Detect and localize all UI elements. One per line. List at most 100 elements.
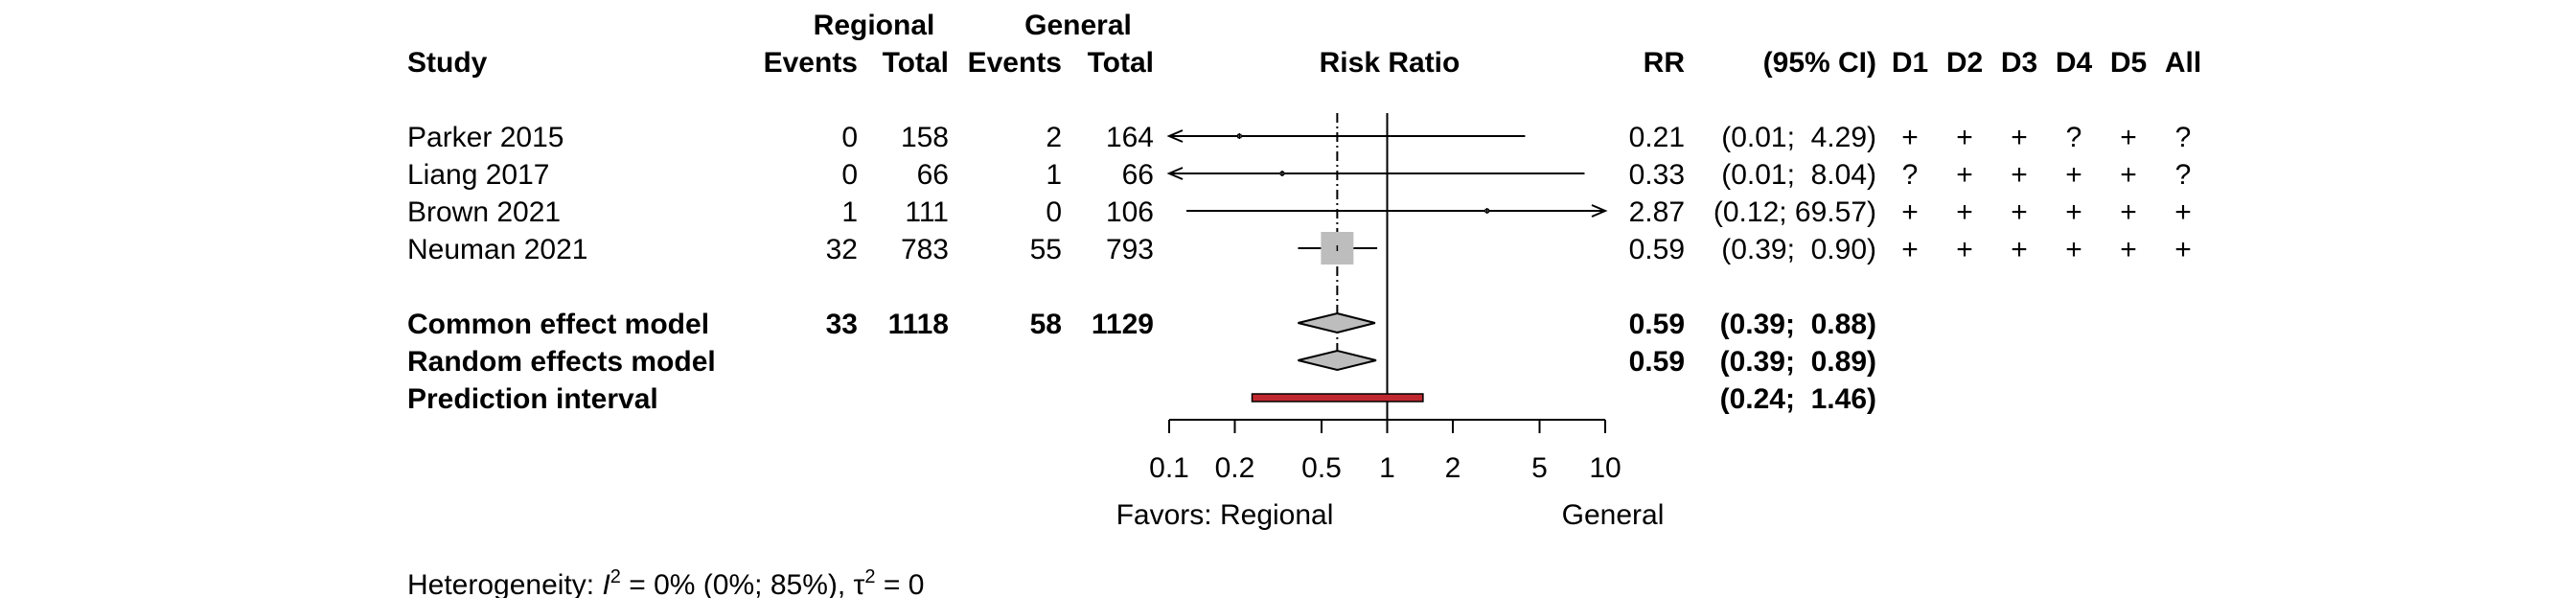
general-total: 793 (1106, 234, 1154, 265)
rr-value: 0.21 (1629, 122, 1685, 153)
rob-d5: + (2120, 122, 2137, 153)
study-name: Parker 2015 (407, 122, 564, 153)
general-events: 1 (1046, 159, 1062, 191)
rob-all: + (2174, 196, 2192, 228)
regional-total-header: Total (883, 47, 949, 79)
study-row: Brown 2021 1 111 0 106 2.87 (0.12; 69.57… (407, 196, 2192, 228)
rob-d1: + (1901, 234, 1919, 265)
forest-plot-area: 0.1 0.2 0.5 1 2 5 10 (1149, 113, 1622, 484)
x-tick-label: 0.2 (1215, 452, 1255, 484)
ci-arrow-left (1166, 167, 1184, 180)
rob-d3: + (2011, 159, 2028, 191)
x-tick-label: 5 (1531, 452, 1548, 484)
column-headers: Regional General Study Events Total Even… (407, 10, 2201, 79)
prediction-interval-bar (1251, 393, 1424, 402)
common-effect-diamond (1298, 311, 1376, 334)
tau-value: = 0 (876, 569, 925, 598)
rob-d2: + (1956, 122, 1973, 153)
regional-total: 158 (901, 122, 949, 153)
regional-total-sum: 1118 (888, 309, 949, 340)
rob-all: + (2174, 234, 2192, 265)
general-total: 164 (1106, 122, 1154, 153)
ci-value: (0.01; 4.29) (1721, 122, 1876, 153)
regional-total: 783 (901, 234, 949, 265)
ci-value: (0.39; 0.89) (1720, 346, 1876, 378)
ci-arrow-left (1166, 129, 1184, 143)
prediction-interval-row: Prediction interval (0.24; 1.46) (407, 383, 1876, 415)
ci-value: (0.39; 0.88) (1720, 309, 1876, 340)
x-tick-label: 1 (1379, 452, 1395, 484)
rob-d2: + (1956, 159, 1973, 191)
x-tick-label: 2 (1445, 452, 1461, 484)
rr-value: 0.33 (1629, 159, 1685, 191)
prediction-interval-label: Prediction interval (407, 383, 658, 415)
rob-d2: + (1956, 234, 1973, 265)
heterogeneity-prefix: Heterogeneity: (407, 569, 602, 598)
random-effects-row: Random effects model 0.59 (0.39; 0.89) (407, 346, 1876, 378)
rob-header-d1: D1 (1892, 47, 1928, 79)
ci-arrow-right (1591, 204, 1608, 218)
regional-total: 66 (917, 159, 949, 191)
general-total: 66 (1122, 159, 1154, 191)
study-column-header: Study (407, 47, 488, 79)
tau-superscript: 2 (864, 566, 875, 587)
tau-symbol: τ (854, 569, 865, 598)
study-row: Neuman 2021 32 783 55 793 0.59 (0.39; 0.… (407, 234, 2192, 265)
rob-d4: + (2065, 234, 2082, 265)
rob-d3: + (2011, 196, 2028, 228)
general-group-header: General (1024, 10, 1132, 41)
ci-column-header: (95% CI) (1763, 47, 1876, 79)
favors-right-label: General (1562, 499, 1665, 531)
regional-events-header: Events (764, 47, 858, 79)
rob-d3: + (2011, 122, 2028, 153)
rob-d1: + (1901, 196, 1919, 228)
rob-d3: + (2011, 234, 2028, 265)
ci-value: (0.01; 8.04) (1721, 159, 1876, 191)
study-row: Parker 2015 0 158 2 164 0.21 (0.01; 4.29… (407, 122, 2191, 153)
i2-value: = 0% (0%; 85%), (621, 569, 854, 598)
x-tick-label: 0.1 (1149, 452, 1189, 484)
general-events-total: 58 (1030, 309, 1062, 340)
heterogeneity-text: Heterogeneity: I2 = 0% (0%; 85%), τ2 = 0 (407, 566, 924, 598)
favors-left-label: Favors: Regional (1116, 499, 1334, 531)
general-events: 0 (1046, 196, 1062, 228)
rob-d4: + (2065, 196, 2082, 228)
ci-value: (0.39; 0.90) (1721, 234, 1876, 265)
x-tick-label: 0.5 (1301, 452, 1342, 484)
rob-header-d2: D2 (1946, 47, 1983, 79)
rob-d4: + (2065, 159, 2082, 191)
rr-value: 2.87 (1629, 196, 1685, 228)
study-row: Liang 2017 0 66 1 66 0.33 (0.01; 8.04) ?… (407, 159, 2191, 191)
rob-header-all: All (2165, 47, 2201, 79)
rob-d1: + (1901, 122, 1919, 153)
regional-events: 32 (826, 234, 858, 265)
regional-events-total: 33 (826, 309, 858, 340)
risk-ratio-header: Risk Ratio (1320, 47, 1460, 79)
common-effect-label: Common effect model (407, 309, 709, 340)
rob-d1: ? (1902, 159, 1919, 191)
general-events: 55 (1030, 234, 1062, 265)
random-effects-label: Random effects model (407, 346, 716, 378)
regional-events: 0 (841, 122, 858, 153)
rob-all: ? (2175, 122, 2192, 153)
rob-d5: + (2120, 159, 2137, 191)
rob-d5: + (2120, 196, 2137, 228)
i2-superscript: 2 (610, 566, 621, 587)
common-effect-row: Common effect model 33 1118 58 1129 0.59… (407, 309, 1876, 340)
general-total-header: Total (1088, 47, 1154, 79)
rr-value: 0.59 (1629, 309, 1685, 340)
regional-total: 111 (905, 196, 949, 228)
rob-d2: + (1956, 196, 1973, 228)
study-name: Neuman 2021 (407, 234, 587, 265)
random-effects-diamond (1298, 349, 1377, 372)
general-events-header: Events (968, 47, 1062, 79)
rob-d4: ? (2066, 122, 2082, 153)
rr-column-header: RR (1644, 47, 1686, 79)
rob-header-d3: D3 (2001, 47, 2037, 79)
rob-header-d4: D4 (2056, 47, 2093, 79)
rob-header-d5: D5 (2110, 47, 2147, 79)
study-name: Brown 2021 (407, 196, 561, 228)
i2-symbol: I (602, 569, 610, 598)
rob-all: ? (2175, 159, 2192, 191)
regional-events: 0 (841, 159, 858, 191)
